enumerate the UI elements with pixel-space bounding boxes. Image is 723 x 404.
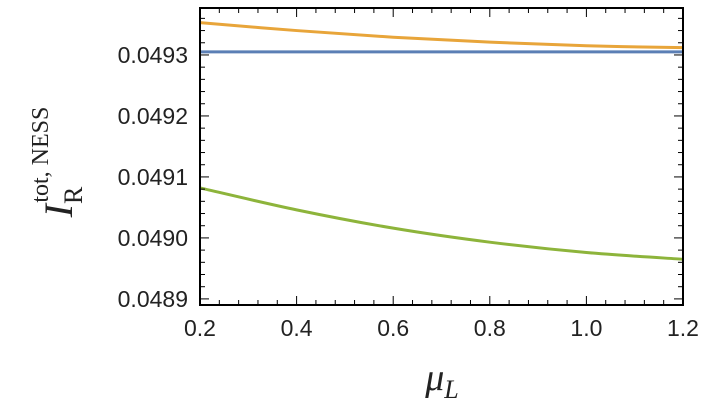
y-axis-label-sup: tot, NESS (28, 107, 54, 203)
svg-text:IRtot, NESS: IRtot, NESS (28, 107, 88, 219)
y-axis-label: IRtot, NESS (28, 107, 88, 219)
series-layer (199, 21, 684, 261)
x-tick-label: 0.2 (184, 315, 216, 341)
y-tick-label: 0.0490 (118, 225, 188, 251)
x-axis-label: μL (424, 357, 459, 404)
y-tick-label: 0.0491 (118, 164, 188, 190)
y-tick-label: 0.0492 (118, 103, 188, 129)
series-line-2 (199, 21, 684, 50)
y-tick-label: 0.0489 (118, 286, 188, 312)
x-tick-label: 0.8 (474, 315, 506, 341)
y-axis-label-main: I (36, 202, 81, 218)
x-tick-label: 1.2 (667, 315, 699, 341)
x-tick-label: 0.6 (377, 315, 409, 341)
x-tick-label: 0.4 (281, 315, 313, 341)
x-axis-label-main: μ (424, 357, 444, 399)
y-tick-label: 0.0493 (118, 42, 188, 68)
ticks-layer: 0.2 0.4 0.6 0.8 1.0 1.2 0.0489 0.0490 0.0491 0.04… (118, 8, 699, 341)
x-tick-label: 1.0 (570, 315, 602, 341)
y-axis-label-sub: R (59, 186, 88, 204)
series-line-3 (199, 186, 684, 261)
x-axis-label-sub: L (443, 375, 458, 404)
plot-frame (199, 7, 684, 306)
